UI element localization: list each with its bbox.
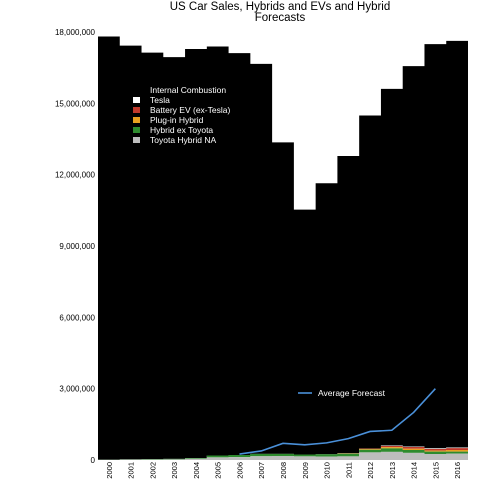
x-tick-label: 2016 xyxy=(453,462,462,479)
x-tick-label: 2009 xyxy=(301,462,310,479)
legend-swatch xyxy=(133,87,140,93)
legend-label: Tesla xyxy=(150,95,170,105)
x-tick-label: 2010 xyxy=(323,462,332,479)
legend-swatch xyxy=(133,107,140,113)
legend-label: Battery EV (ex-Tesla) xyxy=(150,105,230,115)
legend-label: Toyota Hybrid NA xyxy=(150,135,216,145)
y-tick-label: 12,000,000 xyxy=(55,171,96,180)
x-tick-label: 2001 xyxy=(127,462,136,479)
legend-swatch xyxy=(133,127,140,133)
forecast-legend-label: Average Forecast xyxy=(318,388,386,398)
x-tick-label: 2014 xyxy=(410,462,419,479)
legend-swatch xyxy=(133,97,140,103)
y-axis: 0 3,000,000 6,000,000 9,000,000 12,000,000 15… xyxy=(55,28,96,465)
legend-swatch xyxy=(133,137,140,143)
x-axis: 2000 2001 2002 2003 2004 2005 2006 2007 2008 2009… xyxy=(105,462,462,479)
x-tick-label: 2006 xyxy=(235,462,244,479)
y-tick-label: 3,000,000 xyxy=(59,385,95,394)
x-tick-label: 2002 xyxy=(148,462,157,479)
x-tick-label: 2007 xyxy=(257,462,266,479)
legend-swatch xyxy=(133,117,140,123)
legend-label: Hybrid ex Toyota xyxy=(150,125,213,135)
x-tick-label: 2004 xyxy=(192,462,201,479)
y-tick-label: 9,000,000 xyxy=(59,242,95,251)
x-tick-label: 2003 xyxy=(170,462,179,479)
x-tick-label: 2013 xyxy=(388,462,397,479)
x-tick-label: 2005 xyxy=(214,462,223,479)
x-tick-label: 2000 xyxy=(105,462,114,479)
y-tick-label: 6,000,000 xyxy=(59,313,95,322)
y-tick-label: 18,000,000 xyxy=(55,28,96,37)
legend-label: Plug-in Hybrid xyxy=(150,115,204,125)
y-tick-label: 15,000,000 xyxy=(55,99,96,108)
y-tick-label: 0 xyxy=(91,456,96,465)
x-tick-label: 2008 xyxy=(279,462,288,479)
x-tick-label: 2015 xyxy=(431,462,440,479)
x-tick-label: 2011 xyxy=(344,462,353,478)
legend-label: Internal Combustion xyxy=(150,85,226,95)
x-tick-label: 2012 xyxy=(366,462,375,479)
